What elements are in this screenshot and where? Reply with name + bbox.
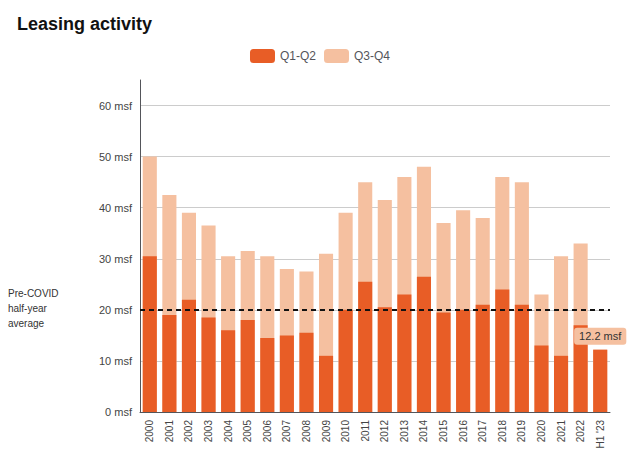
svg-text:Q1-Q2: Q1-Q2 (280, 49, 316, 63)
svg-text:10 msf: 10 msf (99, 355, 133, 367)
svg-text:2018: 2018 (497, 420, 508, 443)
svg-text:2014: 2014 (418, 420, 429, 443)
svg-text:average: average (8, 318, 45, 329)
svg-text:H1 '23: H1 '23 (595, 420, 606, 449)
svg-text:2015: 2015 (438, 420, 449, 443)
svg-text:2005: 2005 (242, 420, 253, 443)
svg-text:2001: 2001 (164, 420, 175, 443)
svg-text:2008: 2008 (301, 420, 312, 443)
svg-text:2003: 2003 (203, 420, 214, 443)
svg-text:30 msf: 30 msf (99, 253, 133, 265)
svg-text:2017: 2017 (477, 420, 488, 443)
svg-text:2012: 2012 (379, 420, 390, 443)
svg-text:half-year: half-year (8, 303, 48, 314)
svg-text:20 msf: 20 msf (99, 304, 133, 316)
svg-text:2009: 2009 (321, 420, 332, 443)
svg-text:2013: 2013 (399, 420, 410, 443)
svg-text:2010: 2010 (340, 420, 351, 443)
svg-text:2016: 2016 (458, 420, 469, 443)
svg-text:2019: 2019 (516, 420, 527, 443)
svg-text:Leasing activity: Leasing activity (17, 14, 152, 34)
svg-text:0 msf: 0 msf (105, 406, 133, 418)
svg-text:2002: 2002 (183, 420, 194, 443)
svg-text:2022: 2022 (575, 420, 586, 443)
svg-text:Q3-Q4: Q3-Q4 (354, 49, 390, 63)
svg-text:2020: 2020 (536, 420, 547, 443)
svg-text:2006: 2006 (262, 420, 273, 443)
svg-text:Pre-COVID: Pre-COVID (8, 288, 59, 299)
svg-text:2000: 2000 (144, 420, 155, 443)
svg-text:2004: 2004 (223, 420, 234, 443)
svg-text:2011: 2011 (360, 420, 371, 442)
svg-text:40 msf: 40 msf (99, 202, 133, 214)
svg-text:60 msf: 60 msf (99, 100, 133, 112)
svg-text:2007: 2007 (281, 420, 292, 443)
svg-text:50 msf: 50 msf (99, 151, 133, 163)
svg-text:2021: 2021 (556, 420, 567, 443)
svg-text:12.2 msf: 12.2 msf (579, 330, 622, 342)
